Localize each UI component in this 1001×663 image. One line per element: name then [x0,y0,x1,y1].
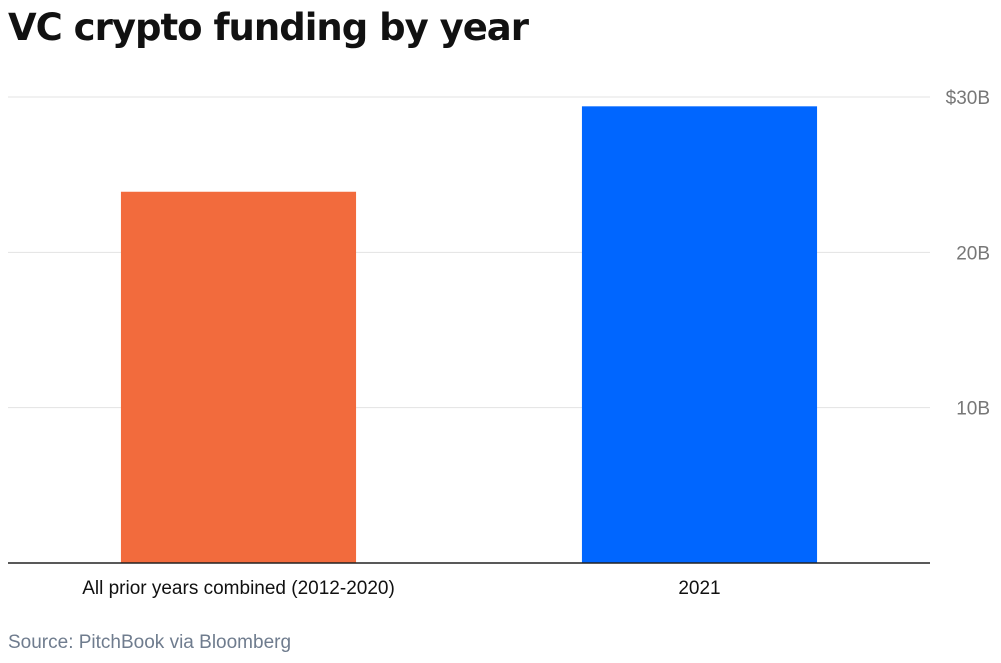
bar-0 [120,191,357,563]
y-axis-tick-labels: 10B 20B $30B [946,88,990,420]
x-tick-label: All prior years combined (2012-2020) [82,578,395,599]
chart-title: VC crypto funding by year [8,6,529,49]
x-tick-label: 2021 [678,578,720,599]
x-axis-tick-labels: All prior years combined (2012-2020) 2021 [82,578,720,599]
bars [120,106,818,563]
y-tick-label: 10B [956,399,990,420]
y-tick-label: 20B [956,243,990,264]
bar-chart: 10B 20B $30B All prior years combined (201… [8,88,990,599]
bar-1 [581,106,818,563]
y-tick-label: $30B [946,88,990,109]
source-note: Source: PitchBook via Bloomberg [8,632,292,653]
